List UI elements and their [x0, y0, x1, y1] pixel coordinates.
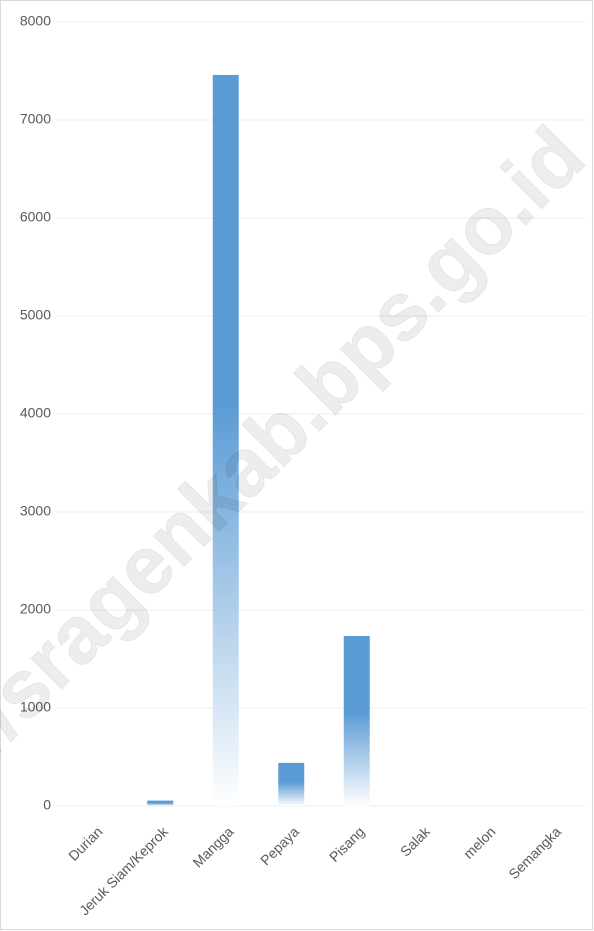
x-tick-label: Mangga: [189, 823, 236, 870]
x-tick-label: melon: [460, 823, 498, 861]
bar: [147, 800, 174, 806]
bar: [343, 635, 370, 806]
y-tick-label: 0: [43, 797, 51, 813]
y-tick-label: 4000: [20, 405, 51, 421]
x-tick-label: Pisang: [326, 823, 368, 865]
y-tick-label: 2000: [20, 601, 51, 617]
bar: [212, 74, 239, 807]
x-tick-label: Salak: [397, 823, 434, 860]
y-tick-label: 6000: [20, 209, 51, 225]
x-tick-label: Durian: [65, 823, 105, 863]
y-tick-label: 5000: [20, 307, 51, 323]
bar: [278, 762, 305, 806]
x-tick-label: Semangka: [505, 823, 564, 882]
y-tick-label: 3000: [20, 503, 51, 519]
watermark: s://sragenkab.bps.go.id: [0, 110, 594, 822]
y-tick-label: 1000: [20, 699, 51, 715]
y-tick-label: 7000: [20, 111, 51, 127]
y-tick-label: 8000: [20, 13, 51, 29]
x-tick-label: Pepaya: [257, 823, 302, 868]
